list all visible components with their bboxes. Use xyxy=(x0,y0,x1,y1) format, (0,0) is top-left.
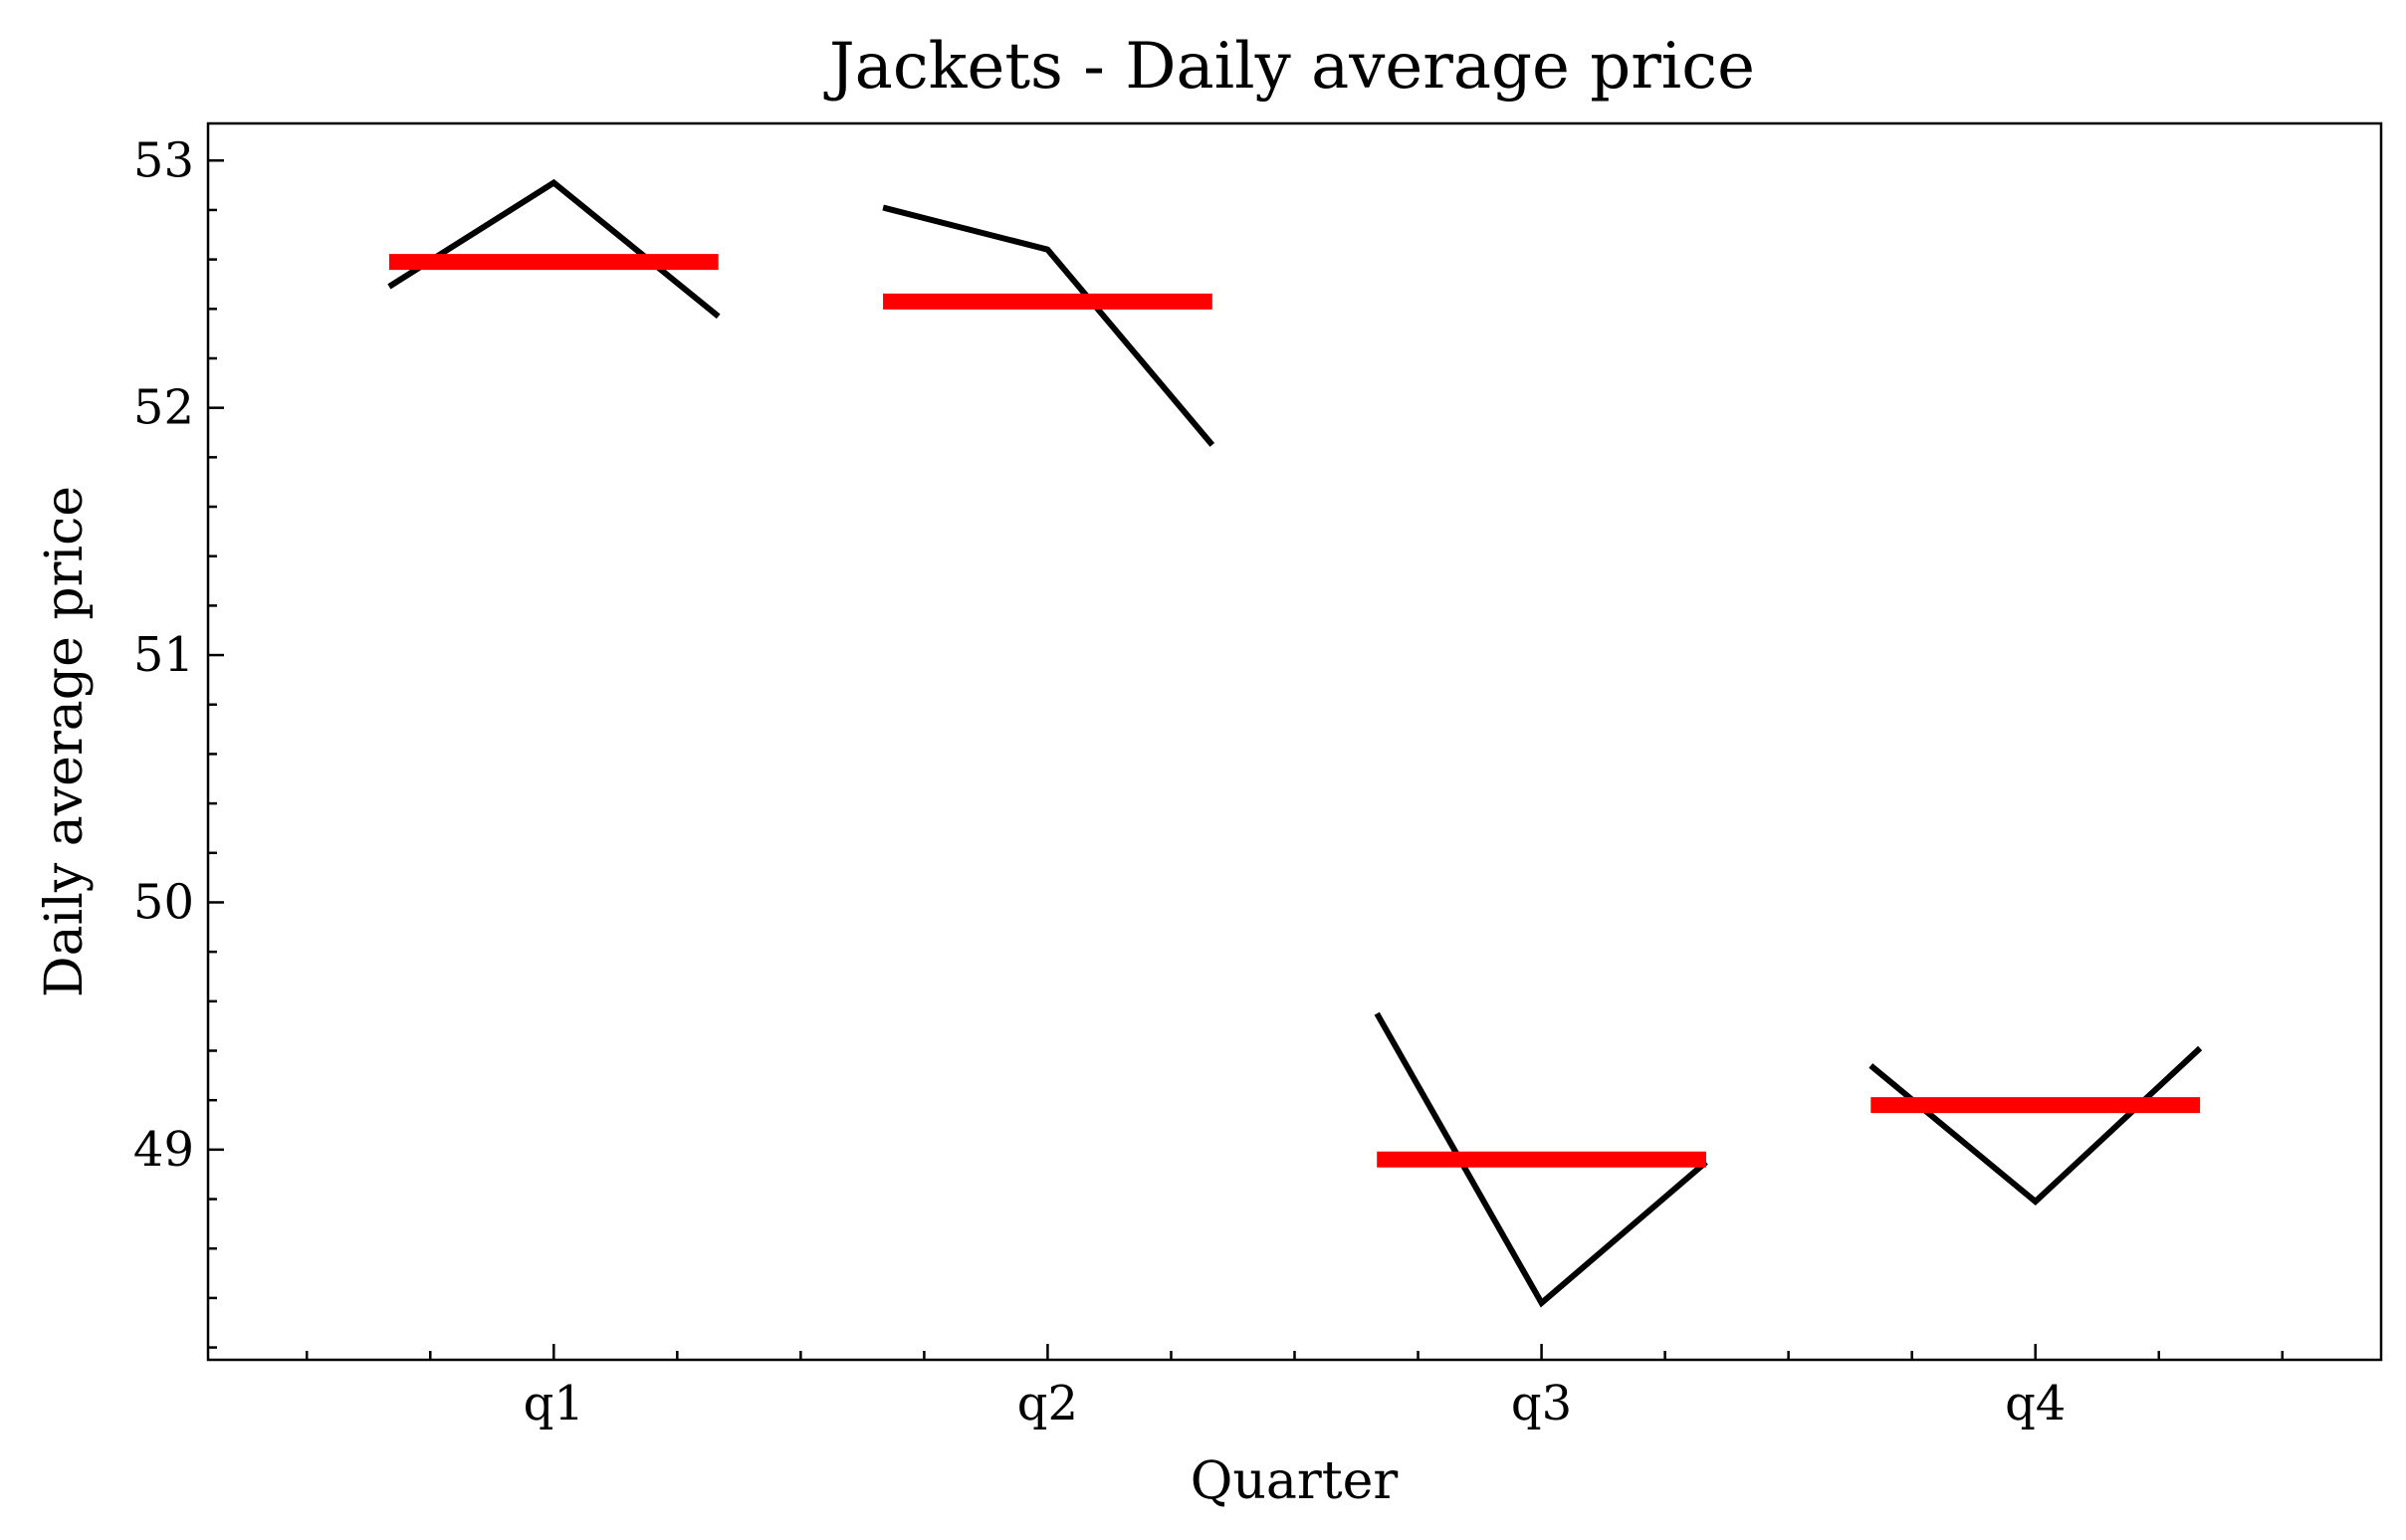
chart-title: Jackets - Daily average price xyxy=(823,30,1755,104)
y-tick-label: 52 xyxy=(133,380,194,436)
plot-frame xyxy=(206,121,2383,1362)
y-tick-label: 51 xyxy=(133,627,194,683)
series-line-q4 xyxy=(1868,1045,2203,1206)
series-line-q3 xyxy=(1374,1011,1708,1308)
series-line-q2 xyxy=(882,204,1215,447)
x-tick-label: q2 xyxy=(1017,1376,1078,1431)
x-tick-label: q3 xyxy=(1511,1376,1572,1431)
y-axis-label: Daily average price xyxy=(35,486,95,997)
y-tick-label: 53 xyxy=(133,132,194,188)
x-tick-label: q4 xyxy=(2005,1376,2066,1431)
y-tick-label: 49 xyxy=(133,1122,194,1178)
series-line-q1 xyxy=(387,178,721,320)
x-axis-label: Quarter xyxy=(1191,1451,1399,1511)
x-tick-label: q1 xyxy=(524,1376,584,1431)
plot-area xyxy=(387,178,2203,1308)
x-axis: q1 q2 q3 q4 xyxy=(305,1344,2285,1431)
y-axis: 49 50 51 52 53 xyxy=(133,132,224,1349)
y-tick-label: 50 xyxy=(133,874,194,930)
